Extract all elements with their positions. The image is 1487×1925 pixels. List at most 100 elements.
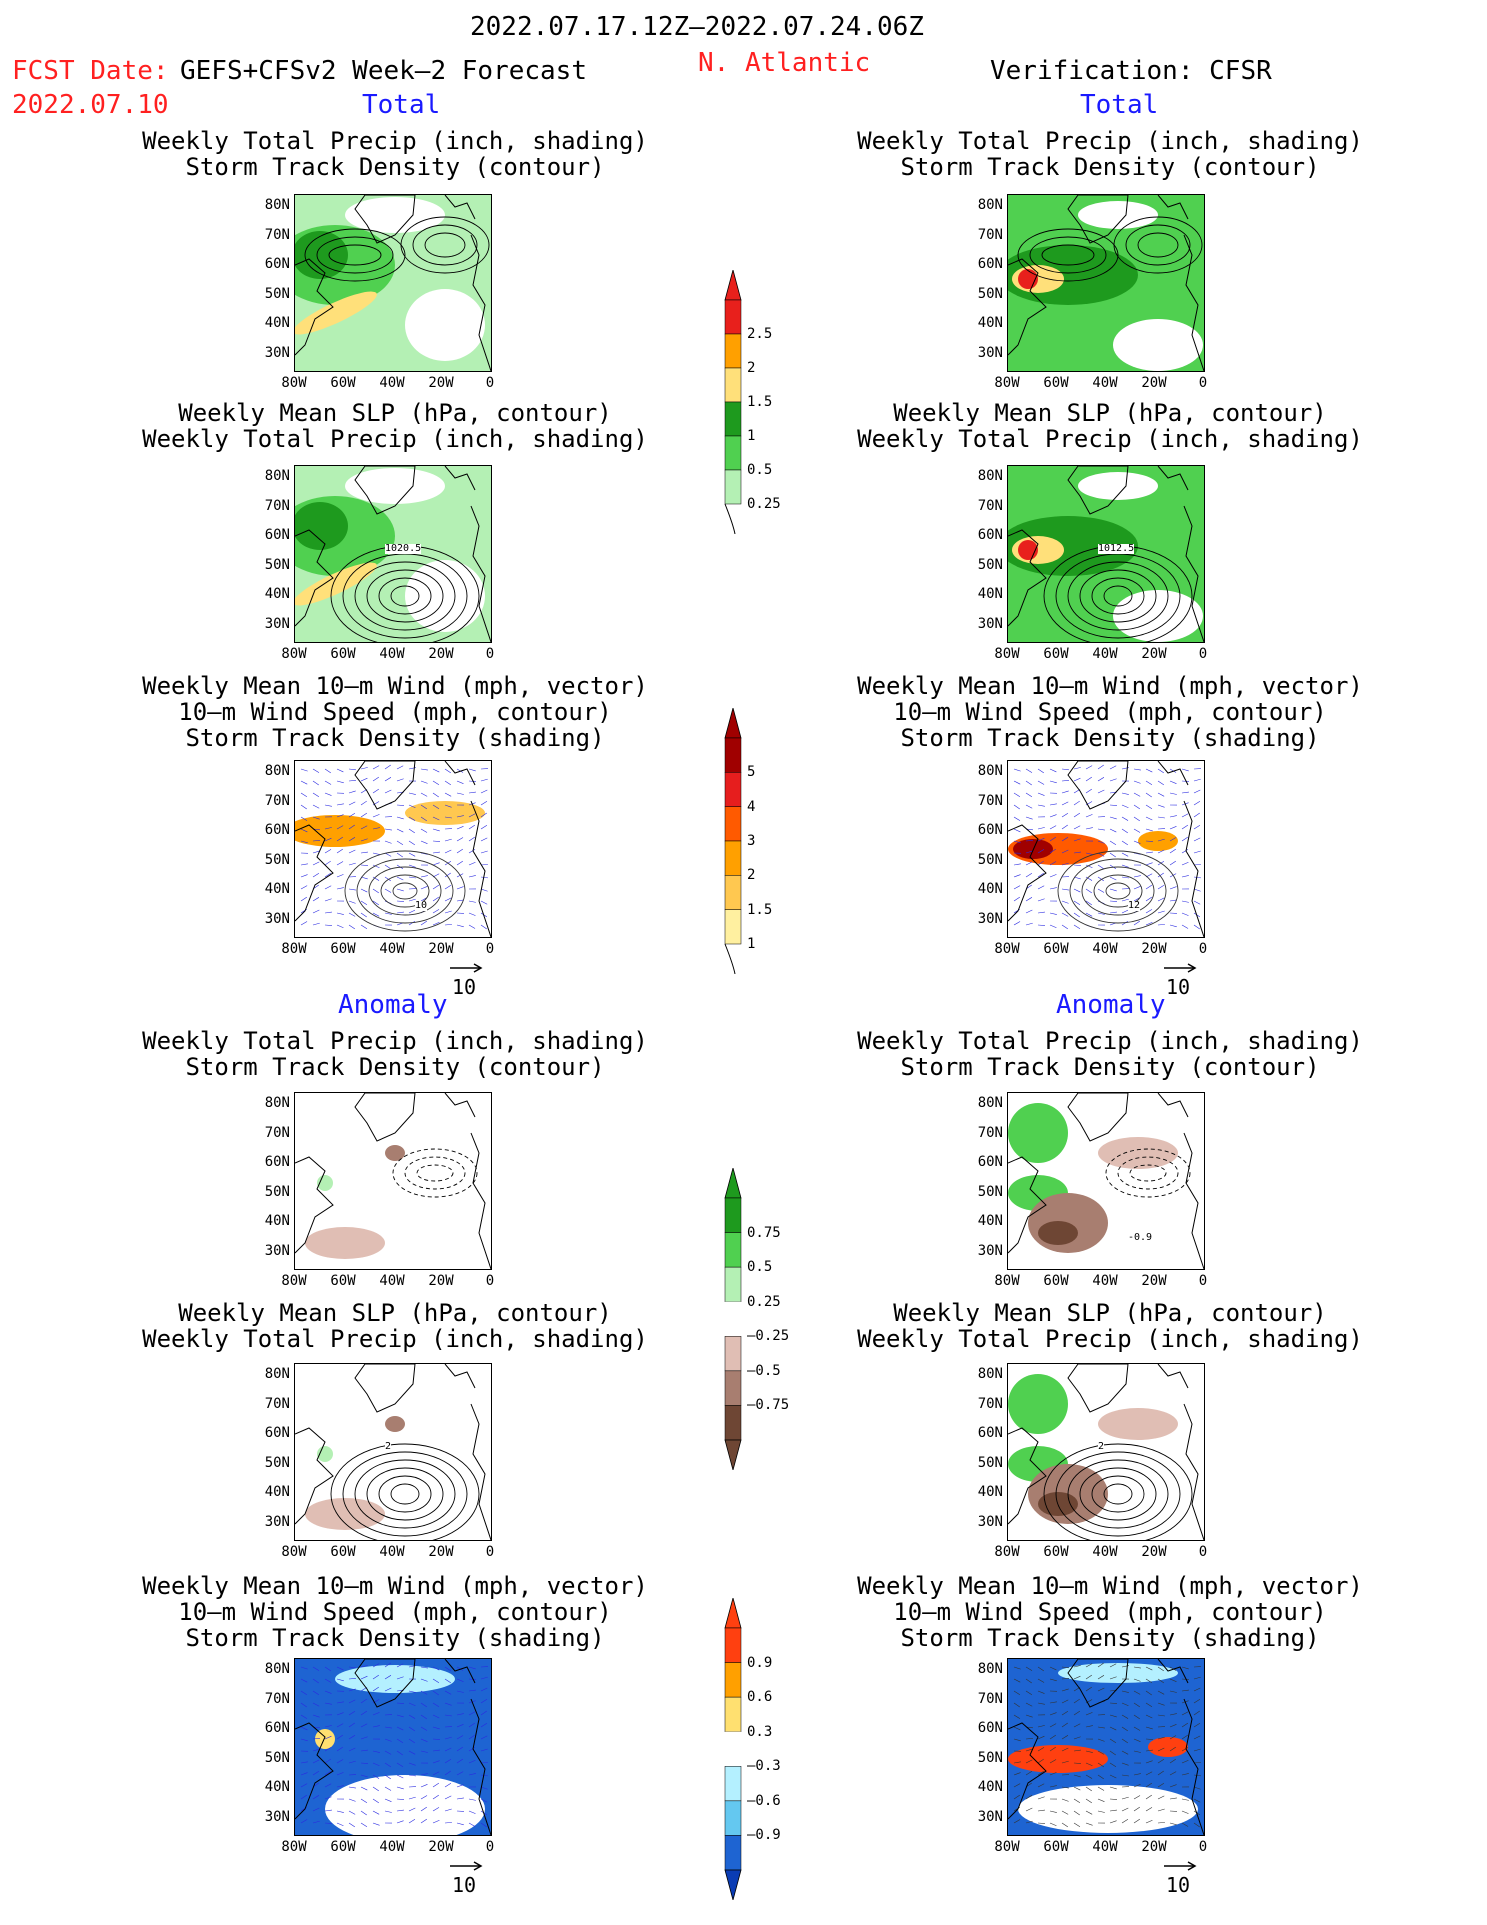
lat-tick-label: 30N	[977, 1242, 1003, 1259]
colorbar-track-anom	[724, 1598, 742, 1900]
lat-tick-label: 70N	[977, 497, 1003, 514]
lat-tick-label: 70N	[977, 226, 1003, 243]
lat-tick-label: 70N	[264, 497, 290, 514]
lon-tick-label: 0	[485, 1273, 495, 1289]
lat-tick-label: 40N	[977, 881, 1003, 897]
contour-label: 1020.5	[385, 543, 422, 554]
vector-ref-verif-total: 10	[1166, 975, 1191, 999]
lat-tick-label: 30N	[264, 910, 290, 927]
panel-title-verif-wind-track: Weekly Mean 10–m Wind (mph, vector) 10–m…	[857, 672, 1363, 752]
colorbar-precip-total	[724, 270, 742, 534]
lon-tick-label: 60W	[330, 1839, 356, 1855]
lon-tick-label: 20W	[1141, 1544, 1167, 1560]
lon-tick-label: 60W	[330, 375, 356, 391]
lat-tick-label: 40N	[264, 1213, 290, 1229]
colorbar-track-total	[724, 708, 742, 974]
contour-label: -0.9	[1128, 1232, 1153, 1243]
lon-tick-label: 20W	[1141, 1273, 1167, 1289]
lon-tick-label: 80W	[281, 646, 307, 662]
lon-tick-label: 40W	[1092, 1839, 1118, 1855]
lat-tick-label: 50N	[264, 1183, 290, 1200]
vector-ref-arrow-icon	[450, 963, 483, 973]
lon-tick-label: 40W	[379, 1544, 405, 1560]
lon-tick-label: 80W	[281, 941, 307, 957]
lat-tick-label: 80N	[977, 763, 1003, 779]
lat-tick-label: 40N	[264, 586, 290, 602]
colorbar-tick-label: 0.3	[747, 1723, 773, 1740]
lat-tick-label: 50N	[264, 285, 290, 302]
lat-tick-label: 60N	[977, 1720, 1003, 1736]
lat-tick-label: 60N	[977, 1154, 1003, 1170]
lon-tick-label: 80W	[994, 1839, 1020, 1855]
model-title: GEFS+CFSv2 Week–2 Forecast	[180, 56, 587, 86]
lat-tick-label: 50N	[977, 285, 1003, 302]
lon-tick-label: 80W	[994, 646, 1020, 662]
lat-tick-label: 30N	[264, 615, 290, 632]
map-anom-fcst-precip-track	[294, 1092, 492, 1270]
lon-tick-label: 80W	[281, 1839, 307, 1855]
lat-tick-label: 60N	[264, 1425, 290, 1441]
contour-label: 12	[1128, 900, 1141, 911]
lat-tick-label: 40N	[264, 315, 290, 331]
lon-tick-label: 40W	[1092, 941, 1118, 957]
lat-tick-label: 30N	[264, 1513, 290, 1530]
lat-tick-label: 50N	[977, 556, 1003, 573]
lon-tick-label: 20W	[1141, 646, 1167, 662]
colorbar-tick-label: –0.9	[747, 1827, 781, 1844]
colorbar-tick-label: 0.25	[747, 496, 781, 512]
contour-label: 2	[385, 1441, 392, 1452]
contour-label: 10	[415, 900, 428, 911]
lon-tick-label: 60W	[330, 646, 356, 662]
lat-tick-label: 40N	[977, 1779, 1003, 1795]
lon-tick-label: 40W	[379, 646, 405, 662]
lat-tick-label: 30N	[977, 910, 1003, 927]
fcst-date-value: 2022.07.10	[12, 90, 169, 120]
lat-tick-label: 50N	[264, 1749, 290, 1766]
colorbar-tick-label: 1.5	[747, 901, 773, 918]
lon-tick-label: 0	[1198, 1839, 1208, 1855]
section-anomaly-right: Anomaly	[1056, 990, 1166, 1020]
lon-tick-label: 0	[485, 1544, 495, 1560]
colorbar-tick-label: 0.6	[747, 1689, 773, 1706]
lon-tick-label: 60W	[1043, 646, 1069, 662]
lon-tick-label: 20W	[428, 1544, 454, 1560]
colorbar-tick-label: 1	[747, 428, 756, 444]
lat-tick-label: 40N	[264, 881, 290, 897]
lat-tick-label: 50N	[264, 1454, 290, 1471]
colorbar-tick-label: 0.5	[747, 462, 773, 478]
map-verif-wind-track: 12	[1007, 760, 1205, 938]
lon-tick-label: 40W	[1092, 646, 1118, 662]
map-verif-precip-track	[1007, 194, 1205, 372]
fcst-date-label: FCST Date:	[12, 56, 169, 86]
lat-tick-label: 80N	[977, 197, 1003, 213]
lon-tick-label: 60W	[1043, 1544, 1069, 1560]
lon-tick-label: 80W	[994, 1544, 1020, 1560]
lat-tick-label: 70N	[977, 1124, 1003, 1141]
lon-tick-label: 0	[485, 1839, 495, 1855]
lat-tick-label: 80N	[264, 468, 290, 484]
lon-tick-label: 60W	[1043, 1839, 1069, 1855]
panel-title-verif-precip-track: Weekly Total Precip (inch, shading) Stor…	[857, 127, 1363, 181]
lon-tick-label: 80W	[281, 1544, 307, 1560]
lat-tick-label: 60N	[977, 256, 1003, 272]
lon-tick-label: 20W	[428, 1273, 454, 1289]
lat-tick-label: 80N	[264, 1095, 290, 1111]
lat-tick-label: 40N	[264, 1484, 290, 1500]
lon-tick-label: 40W	[379, 375, 405, 391]
map-fcst-slp-precip: 1020.5	[294, 465, 492, 643]
lat-tick-label: 80N	[977, 1366, 1003, 1382]
lon-tick-label: 20W	[1141, 1839, 1167, 1855]
colorbar-tick-label: 0.5	[747, 1259, 773, 1276]
lon-tick-label: 40W	[1092, 1544, 1118, 1560]
lat-tick-label: 40N	[977, 1484, 1003, 1500]
lat-tick-label: 80N	[264, 1661, 290, 1677]
lat-tick-label: 60N	[264, 1720, 290, 1736]
lon-tick-label: 80W	[994, 375, 1020, 391]
lon-tick-label: 60W	[330, 941, 356, 957]
map-anom-verif-slp-precip: 2	[1007, 1363, 1205, 1541]
map-anom-fcst-wind-track	[294, 1658, 492, 1836]
colorbar-tick-label: 2.5	[747, 326, 773, 342]
vector-ref-fcst-anom: 10	[452, 1873, 477, 1897]
panel-title-anom-fcst-precip-track: Weekly Total Precip (inch, shading) Stor…	[142, 1027, 648, 1081]
lat-tick-label: 80N	[264, 197, 290, 213]
